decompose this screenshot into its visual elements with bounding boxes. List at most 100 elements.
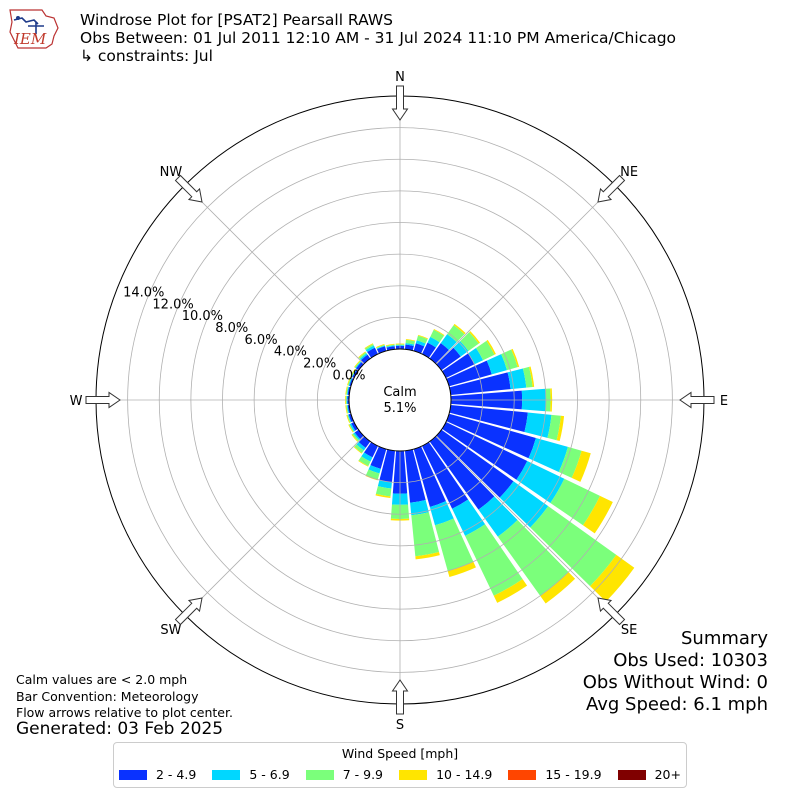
bar-dir-60-bin-1: [468, 347, 484, 365]
bar-dir-200-bin-2: [365, 469, 380, 480]
bar-dir-290-bin-3: [347, 377, 351, 386]
flow-arrows: [85, 85, 715, 715]
bar-dir-80-bin-0: [449, 372, 511, 396]
bar-dir-30-bin-1: [427, 336, 440, 348]
grid-spoke-NW: [184, 184, 365, 365]
bar-dir-250-bin-3: [346, 414, 350, 424]
radial-tick-label: 8.0%: [215, 321, 248, 336]
bar-dir-120-bin-0: [442, 422, 528, 480]
bar-dir-50-bin-3: [469, 331, 481, 344]
bar-dir-330-bin-1: [365, 345, 375, 353]
grid-spoke-SE: [435, 435, 616, 616]
bar-dir-80-bin-2: [522, 366, 533, 388]
compass-label-S: S: [396, 718, 404, 733]
bar-dir-130-bin-3: [590, 554, 635, 602]
legend-items: 2 - 4.9 5 - 6.9 7 - 9.9 10 - 14.9 15 - 19.9 2…: [118, 767, 682, 782]
bar-dir-10-bin-1: [405, 342, 415, 347]
radial-tick-label: 0.0%: [332, 368, 365, 383]
bar-dir-240-bin-0: [351, 422, 358, 431]
bar-dir-330-bin-3: [364, 343, 374, 349]
legend-label: 20+: [654, 767, 681, 782]
legend-label: 2 - 4.9: [156, 767, 197, 782]
legend-swatch: [119, 769, 147, 780]
bar-dir-330-bin-2: [364, 344, 374, 351]
bar-dir-160-bin-2: [434, 518, 474, 571]
bar-dir-280-bin-3: [345, 386, 348, 395]
bar-dir-290-bin-2: [347, 377, 352, 386]
radial-tick-labels: 0.0%2.0%4.0%6.0%8.0%10.0%12.0%14.0%: [123, 285, 365, 383]
compass-label-SW: SW: [160, 623, 181, 638]
bar-dir-300-bin-2: [351, 369, 356, 377]
bar-dir-240-bin-1: [349, 423, 356, 432]
flow-arrow-NE: [597, 174, 626, 203]
legend-swatch: [399, 769, 428, 780]
bar-dir-190-bin-2: [375, 486, 392, 497]
flow-arrow-S: [391, 679, 409, 715]
calm-center: Calm 5.1%: [348, 348, 452, 452]
radial-tick-label: 6.0%: [245, 333, 278, 348]
bar-convention-note: Bar Convention: Meteorology: [16, 689, 199, 704]
bar-dir-120-bin-2: [550, 478, 601, 526]
flow-arrow-N: [391, 85, 409, 121]
bar-dir-40-bin-3: [453, 323, 466, 335]
bar-dir-320-bin-2: [358, 352, 367, 360]
legend-item: 10 - 14.9: [399, 767, 492, 782]
compass-label-N: N: [395, 70, 405, 85]
compass-label-SE: SE: [621, 623, 637, 638]
bar-dir-50-bin-0: [436, 347, 461, 371]
radial-tick-label: 10.0%: [182, 309, 223, 324]
grid-spoke-SW: [184, 435, 365, 616]
bar-dir-120-bin-3: [582, 495, 613, 534]
bar-dir-250-bin-0: [348, 413, 354, 423]
bar-dir-20-bin-3: [417, 334, 428, 340]
bar-dir-40-bin-0: [429, 343, 449, 364]
legend-item: 7 - 9.9: [305, 767, 384, 782]
bar-dir-10-bin-3: [405, 339, 416, 342]
bar-dir-140-bin-3: [540, 572, 576, 604]
bar-dir-110-bin-3: [571, 450, 591, 482]
flow-arrow-SW: [174, 597, 203, 626]
bar-dir-100-bin-0: [449, 404, 528, 432]
legend-label: 15 - 19.9: [545, 767, 602, 782]
flow-arrow-SE: [597, 597, 626, 626]
bar-dir-310-bin-1: [355, 361, 362, 369]
bar-dir-280-bin-1: [346, 386, 350, 395]
flow-arrows-note: Flow arrows relative to plot center.: [16, 705, 233, 720]
bar-dir-130-bin-1: [499, 481, 549, 528]
legend-swatch: [305, 769, 334, 780]
bar-dir-60-bin-2: [476, 340, 495, 361]
calm-circle: [348, 348, 452, 452]
bar-dir-160-bin-3: [447, 561, 476, 578]
bar-dir-220-bin-1: [356, 442, 366, 451]
bar-dir-240-bin-3: [348, 424, 354, 433]
bar-dir-20-bin-0: [413, 343, 425, 354]
compass-label-NE: NE: [620, 165, 638, 180]
generated-date: Generated: 03 Feb 2025: [16, 719, 224, 739]
bar-dir-130-bin-2: [530, 506, 617, 587]
bar-dir-200-bin-1: [368, 465, 381, 474]
bar-dir-60-bin-0: [442, 353, 475, 378]
bar-dir-20-bin-1: [415, 340, 426, 347]
bar-dir-210-bin-2: [358, 456, 371, 466]
bar-dir-220-bin-3: [353, 446, 363, 454]
bar-dir-300-bin-1: [351, 369, 357, 378]
bar-dir-140-bin-2: [497, 520, 569, 596]
bar-dir-190-bin-0: [379, 449, 396, 483]
bar-dir-230-bin-0: [354, 429, 364, 440]
legend-label: 7 - 9.9: [342, 767, 384, 782]
bar-dir-240-bin-2: [349, 424, 355, 432]
bar-dir-100-bin-3: [556, 415, 565, 441]
calm-label: Calm: [383, 385, 416, 400]
bar-dir-350-bin-3: [385, 343, 395, 347]
bar-dir-70-bin-1: [486, 354, 507, 375]
bar-dir-340-bin-2: [376, 344, 385, 349]
bar-dir-250-bin-2: [347, 414, 351, 423]
bar-dir-50-bin-2: [460, 332, 479, 351]
summary-block: Summary Obs Used: 10303 Obs Without Wind…: [583, 628, 768, 716]
bar-dir-150-bin-2: [465, 524, 523, 596]
legend-item: 15 - 19.9: [508, 767, 602, 782]
radial-tick-label: 14.0%: [123, 285, 164, 300]
bar-dir-170-bin-3: [415, 552, 440, 560]
bar-dir-250-bin-1: [347, 414, 352, 423]
